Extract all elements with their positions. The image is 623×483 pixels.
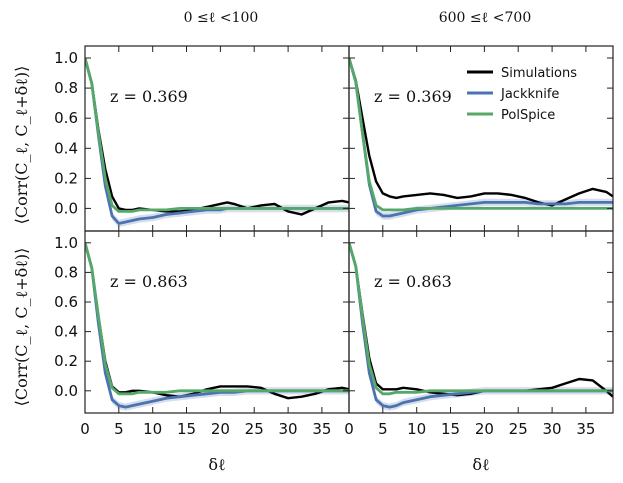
y-tick-label: 0.2 bbox=[54, 169, 78, 187]
series-line-polspice bbox=[85, 57, 349, 213]
x-tick-label: 0 bbox=[80, 420, 90, 438]
legend-entry: Simulations bbox=[501, 66, 577, 81]
jackknife-uncertainty-band bbox=[85, 242, 349, 411]
x-axis-label-right: δℓ bbox=[472, 455, 490, 474]
y-tick-label: 1.0 bbox=[54, 234, 78, 252]
y-tick-label: 0.4 bbox=[54, 139, 78, 157]
jackknife-uncertainty-band bbox=[349, 242, 613, 411]
series-line-polspice bbox=[85, 242, 349, 396]
x-tick-label: 35 bbox=[576, 420, 595, 438]
y-tick-label: 0.6 bbox=[54, 293, 78, 311]
y-tick-label: 0.6 bbox=[54, 109, 78, 127]
legend-entry: PolSpice bbox=[501, 108, 555, 123]
y-tick-label: 0.8 bbox=[54, 79, 78, 97]
panel-0-1: z = 0.369 Simulations Jackknife PolSpice bbox=[348, 45, 614, 232]
panel-annotation: z = 0.369 bbox=[110, 87, 188, 106]
x-tick-label: 25 bbox=[245, 420, 264, 438]
y-tick-label: 0.2 bbox=[54, 352, 78, 370]
y-tick-label: 0.4 bbox=[54, 323, 78, 341]
x-tick-label: 5 bbox=[114, 420, 124, 438]
series-line-jackknife bbox=[349, 242, 613, 409]
panel-1-0: 0.0 0.2 0.4 0.6 0.8 1.0 0 5 10 15 20 25 30 35 z = 0.86… bbox=[54, 230, 350, 438]
series-line-polspice bbox=[349, 242, 613, 396]
column-title-right: 600 ≤ℓ <700 bbox=[439, 10, 532, 26]
x-tick-label: 10 bbox=[143, 420, 162, 438]
panel-0-0: 0.0 0.2 0.4 0.6 0.8 1.0 z = 0.369 bbox=[54, 45, 350, 232]
series-line-polspice bbox=[349, 57, 613, 212]
x-tick-label: 15 bbox=[441, 420, 460, 438]
x-tick-label: 20 bbox=[475, 420, 494, 438]
x-tick-label: 10 bbox=[407, 420, 426, 438]
panel-annotation: z = 0.863 bbox=[374, 272, 452, 291]
legend-entry: Jackknife bbox=[500, 87, 559, 102]
x-tick-label: 25 bbox=[509, 420, 528, 438]
panel-frame bbox=[348, 230, 614, 414]
jackknife-uncertainty-band bbox=[85, 58, 349, 228]
panel-annotation: z = 0.369 bbox=[374, 87, 452, 106]
panel-annotation: z = 0.863 bbox=[110, 272, 188, 291]
x-tick-label: 35 bbox=[312, 420, 331, 438]
x-tick-label: 30 bbox=[279, 420, 298, 438]
x-tick-label: 0 bbox=[344, 420, 354, 438]
series-line-simulations bbox=[349, 242, 613, 398]
panel-frame bbox=[84, 45, 350, 232]
panel-frame bbox=[84, 230, 350, 414]
x-tick-label: 5 bbox=[378, 420, 388, 438]
x-axis-label-left: δℓ bbox=[208, 455, 226, 474]
column-title-left: 0 ≤ℓ <100 bbox=[184, 10, 259, 26]
series-line-simulations bbox=[85, 57, 349, 216]
series-line-simulations bbox=[349, 57, 613, 207]
series-line-jackknife bbox=[85, 57, 349, 225]
series-line-jackknife bbox=[349, 57, 613, 218]
x-tick-label: 15 bbox=[177, 420, 196, 438]
series-line-simulations bbox=[85, 242, 349, 400]
panel-1-1: 0 5 10 15 20 25 30 35 z = 0.863 bbox=[344, 230, 614, 438]
x-tick-label: 20 bbox=[211, 420, 230, 438]
y-axis-label-bottom: ⟨Corr(C_ℓ, C_ℓ+δℓ)⟩ bbox=[12, 248, 31, 407]
y-tick-label: 0.8 bbox=[54, 263, 78, 281]
y-tick-label: 0.0 bbox=[54, 199, 78, 217]
y-tick-label: 0.0 bbox=[54, 382, 78, 400]
series-line-jackknife bbox=[85, 242, 349, 409]
x-tick-label: 30 bbox=[543, 420, 562, 438]
y-tick-label: 1.0 bbox=[54, 49, 78, 67]
y-axis-label-top: ⟨Corr(C_ℓ, C_ℓ+δℓ)⟩ bbox=[12, 66, 31, 225]
